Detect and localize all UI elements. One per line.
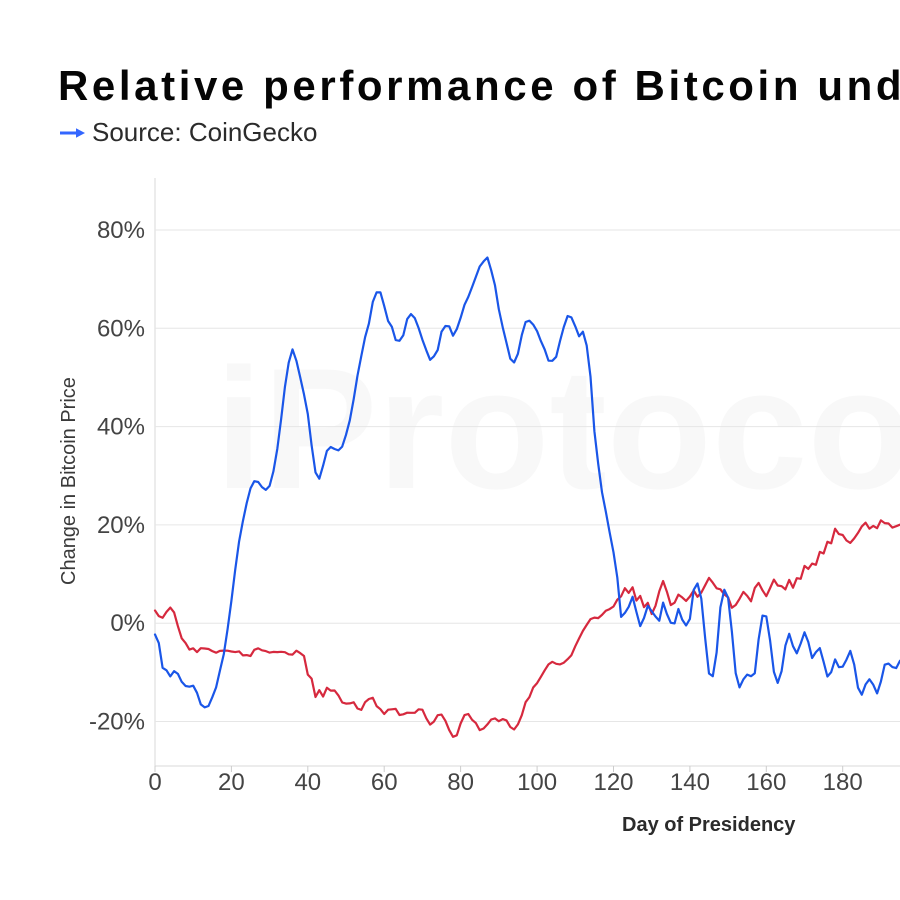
svg-text:80: 80 <box>447 769 474 796</box>
svg-text:40%: 40% <box>97 414 145 441</box>
svg-text:100: 100 <box>517 769 557 796</box>
svg-text:80%: 80% <box>97 217 145 244</box>
svg-text:40: 40 <box>294 769 321 796</box>
svg-text:20: 20 <box>218 769 245 796</box>
svg-text:160: 160 <box>746 769 786 796</box>
svg-text:20%: 20% <box>97 512 145 539</box>
svg-text:60%: 60% <box>97 315 145 342</box>
svg-text:140: 140 <box>670 769 710 796</box>
svg-text:0: 0 <box>148 769 161 796</box>
svg-text:-20%: -20% <box>89 709 145 736</box>
svg-text:180: 180 <box>823 769 863 796</box>
svg-text:120: 120 <box>593 769 633 796</box>
svg-text:0%: 0% <box>110 610 145 637</box>
svg-text:60: 60 <box>371 769 398 796</box>
